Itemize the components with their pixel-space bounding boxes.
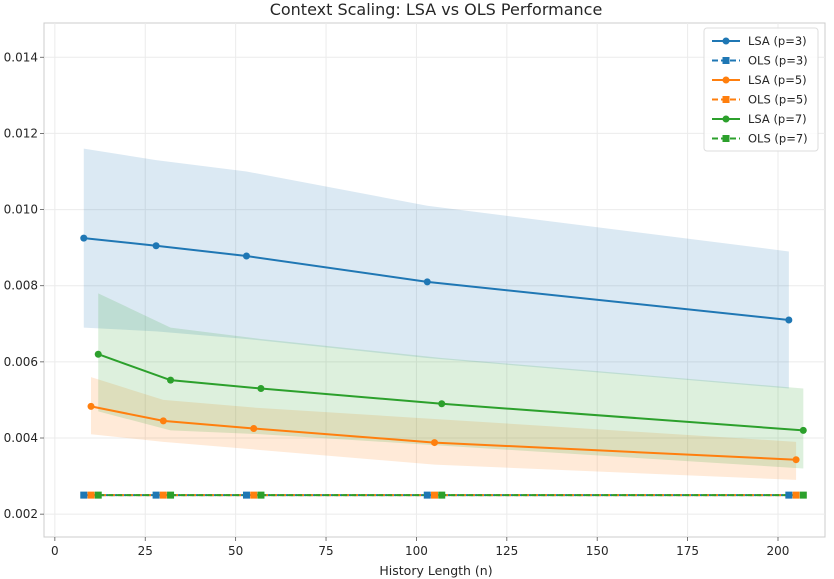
data-point xyxy=(152,491,160,499)
data-point xyxy=(257,491,265,499)
x-tick-label: 100 xyxy=(405,544,428,558)
legend-label: LSA (p=5) xyxy=(748,73,807,87)
legend-label: LSA (p=3) xyxy=(748,34,807,48)
x-tick-label: 25 xyxy=(138,544,153,558)
y-tick-label: 0.010 xyxy=(4,203,38,217)
data-point xyxy=(423,491,431,499)
legend-label: LSA (p=7) xyxy=(748,112,807,126)
error-band xyxy=(98,293,804,469)
series-markers xyxy=(80,234,807,499)
y-tick-label: 0.006 xyxy=(4,355,38,369)
y-tick-label: 0.014 xyxy=(4,50,38,64)
y-tick-label: 0.002 xyxy=(4,507,38,521)
data-point xyxy=(431,439,438,447)
data-point xyxy=(242,491,250,499)
x-tick-label: 75 xyxy=(318,544,333,558)
data-point xyxy=(423,278,431,286)
x-tick-label: 0 xyxy=(51,544,59,558)
chart-title: Context Scaling: LSA vs OLS Performance xyxy=(270,0,603,19)
data-point xyxy=(785,316,793,324)
legend-marker xyxy=(722,57,730,64)
y-tick-label: 0.012 xyxy=(4,126,38,140)
x-axis-label: History Length (n) xyxy=(379,563,492,578)
x-tick-label: 125 xyxy=(495,544,518,558)
plot-area xyxy=(43,22,826,538)
data-point xyxy=(167,376,175,384)
data-point xyxy=(431,491,438,499)
data-point xyxy=(257,385,265,393)
legend-label: OLS (p=3) xyxy=(748,54,808,68)
x-tick-label: 175 xyxy=(676,544,699,558)
data-point xyxy=(87,491,95,499)
legend-frame xyxy=(703,27,819,152)
legend-marker xyxy=(722,135,730,142)
y-tick-label: 0.008 xyxy=(4,279,38,293)
data-point xyxy=(152,242,160,250)
data-point xyxy=(438,400,446,408)
data-point xyxy=(94,350,102,358)
y-tick-label: 0.004 xyxy=(4,431,38,445)
data-point xyxy=(799,426,807,434)
error-band xyxy=(83,148,789,389)
data-point xyxy=(159,491,167,499)
data-point xyxy=(799,491,807,499)
data-point xyxy=(250,424,258,432)
data-point xyxy=(792,456,800,464)
x-tick-label: 200 xyxy=(767,544,790,558)
legend-marker xyxy=(722,115,730,123)
x-tick-label: 50 xyxy=(228,544,243,558)
data-point xyxy=(250,491,258,499)
legend-marker xyxy=(722,37,730,45)
data-point xyxy=(87,402,95,410)
error-bands xyxy=(83,148,804,480)
data-point xyxy=(792,491,800,499)
data-point xyxy=(94,491,102,499)
legend-label: OLS (p=5) xyxy=(748,93,808,107)
data-point xyxy=(159,417,167,425)
data-point xyxy=(167,491,175,499)
legend-marker xyxy=(722,76,730,84)
x-tick-label: 150 xyxy=(586,544,609,558)
data-point xyxy=(785,491,793,499)
y-axis-ticks: 0.002 0.004 0.006 0.008 0.010 0.012 0.014 xyxy=(4,50,44,521)
data-point xyxy=(438,491,446,499)
legend: LSA (p=3) OLS (p=3) LSA (p=5) OLS (p=5) LSA … xyxy=(703,27,819,152)
x-axis-ticks: 0 25 50 75 100 125 150 175 200 xyxy=(51,537,789,558)
legend-marker xyxy=(722,96,730,103)
error-band xyxy=(91,377,797,480)
data-point xyxy=(80,491,88,499)
data-point xyxy=(242,252,250,260)
legend-label: OLS (p=7) xyxy=(748,132,808,146)
data-point xyxy=(80,234,88,242)
